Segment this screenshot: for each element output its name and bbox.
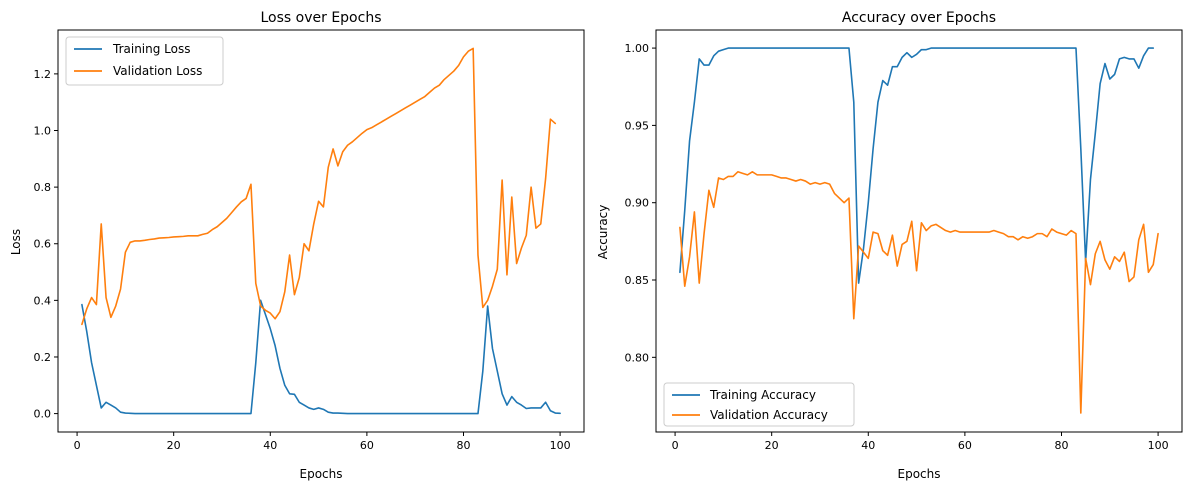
loss-ytick-label: 0.8 [34, 181, 52, 194]
accuracy-ytick-label: 0.90 [625, 197, 650, 210]
loss-chart-ylabel: Loss [9, 229, 23, 255]
accuracy-ytick-label: 0.85 [625, 274, 650, 287]
loss-chart-title: Loss over Epochs [261, 10, 382, 26]
loss-series-line-0 [81, 299, 561, 415]
accuracy-series-line-1 [679, 170, 1159, 414]
loss-xtick-label: 80 [456, 439, 470, 452]
accuracy-chart-ylabel: Accuracy [596, 205, 610, 260]
accuracy-chart-xlabel: Epochs [898, 467, 941, 481]
loss-series-line-1 [81, 47, 557, 326]
accuracy-xtick-label: 60 [958, 439, 972, 452]
loss-chart-legend: Training Loss Validation Loss [65, 36, 224, 86]
accuracy-xtick-label: 20 [765, 439, 779, 452]
loss-chart: Loss over Epochs Epochs Loss 0 20 40 60 80 10… [9, 10, 585, 481]
loss-ytick-label: 0.0 [34, 408, 52, 421]
accuracy-chart-title: Accuracy over Epochs [842, 10, 996, 26]
loss-xtick-label: 100 [550, 439, 571, 452]
accuracy-chart-legend: Training Accuracy Validation Accuracy [663, 382, 855, 427]
accuracy-series-line-0 [679, 47, 1155, 284]
loss-xtick-label: 40 [263, 439, 277, 452]
loss-xtick-label: 60 [360, 439, 374, 452]
loss-ytick-label: 0.4 [34, 294, 52, 307]
accuracy-ytick-label: 1.00 [625, 42, 650, 55]
accuracy-chart-lines [679, 47, 1159, 414]
accuracy-chart: Accuracy over Epochs Epochs Accuracy 0 20… [596, 10, 1183, 481]
loss-xtick-label: 0 [74, 439, 81, 452]
loss-xtick-label: 20 [167, 439, 181, 452]
accuracy-legend-box [663, 382, 855, 427]
accuracy-xtick-label: 0 [672, 439, 679, 452]
loss-chart-lines [81, 47, 561, 415]
loss-legend-label-0: Training Loss [112, 42, 190, 56]
accuracy-chart-ticks: 0 20 40 60 80 100 0.80 0.85 0.90 0.95 1.00 [625, 42, 1169, 452]
accuracy-ytick-label: 0.95 [625, 119, 650, 132]
accuracy-ytick-label: 0.80 [625, 351, 650, 364]
loss-ytick-label: 0.2 [34, 351, 52, 364]
loss-ytick-label: 0.6 [34, 238, 52, 251]
loss-ytick-label: 1.0 [34, 125, 52, 138]
loss-legend-label-1: Validation Loss [113, 64, 202, 78]
loss-ytick-label: 1.2 [34, 68, 52, 81]
loss-legend-box [65, 36, 224, 86]
accuracy-xtick-label: 40 [861, 439, 875, 452]
accuracy-legend-label-0: Training Accuracy [709, 388, 816, 402]
accuracy-xtick-label: 80 [1054, 439, 1068, 452]
loss-chart-xlabel: Epochs [300, 467, 343, 481]
loss-chart-frame [57, 29, 585, 433]
loss-chart-ticks: 0 20 40 60 80 100 0.0 0.2 0.4 0.6 0.8 1.0 1.2 [34, 68, 571, 452]
accuracy-xtick-label: 100 [1148, 439, 1169, 452]
accuracy-chart-frame [655, 29, 1183, 433]
accuracy-legend-label-1: Validation Accuracy [710, 408, 828, 422]
